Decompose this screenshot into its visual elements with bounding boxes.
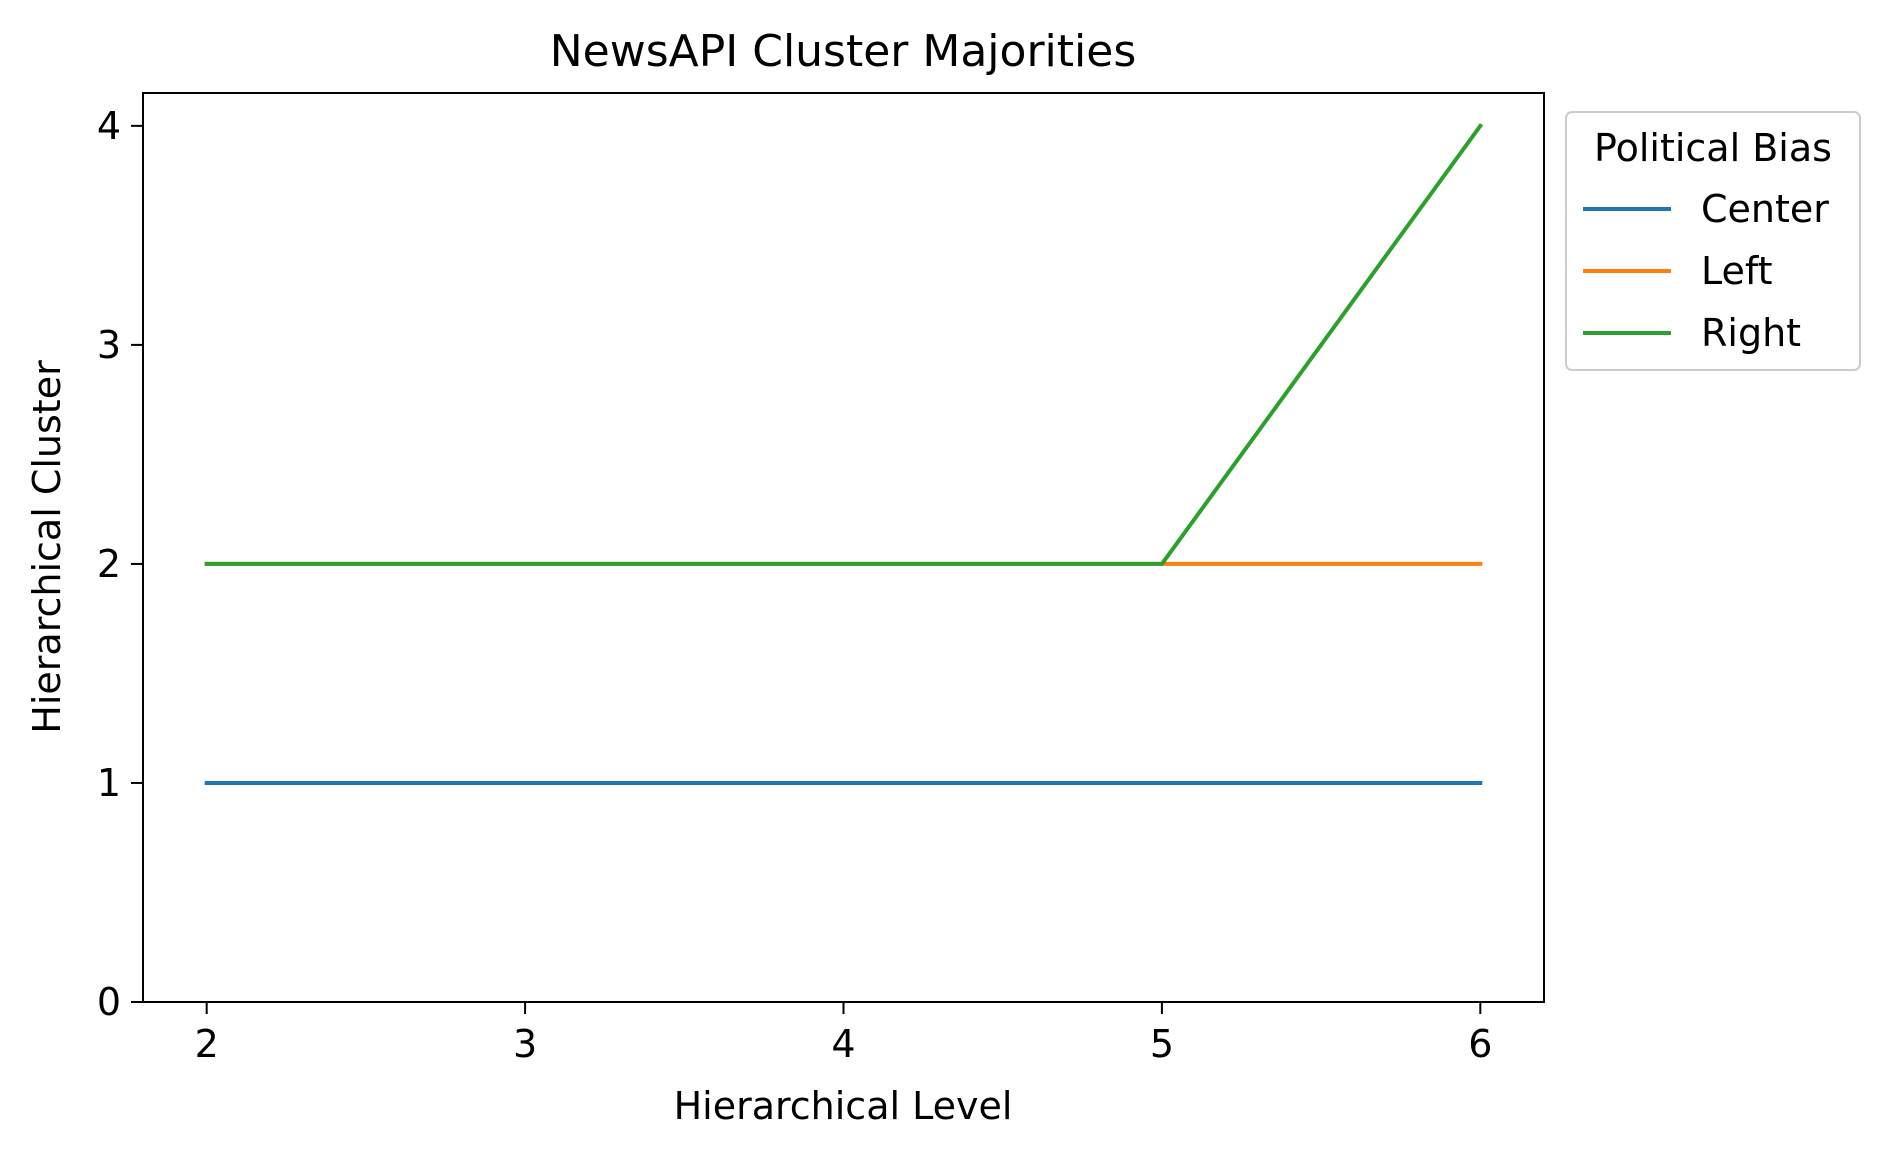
y-tick-label: 4 — [97, 104, 121, 148]
y-tick-label: 1 — [97, 761, 121, 805]
x-tick-label: 2 — [195, 1022, 219, 1066]
x-axis-ticks: 2 3 4 5 6 — [195, 1002, 1492, 1066]
plot-area: 2 3 4 5 6 0 1 2 3 4 — [97, 92, 1545, 1066]
y-axis-label: Hierarchical Cluster — [25, 360, 69, 734]
legend-label-left: Left — [1701, 249, 1773, 293]
series-layer — [204, 123, 1484, 785]
legend-label-right: Right — [1701, 311, 1801, 355]
legend-entries: Center Left Right — [1583, 187, 1829, 355]
legend-box — [1565, 111, 1861, 371]
y-tick-label: 0 — [97, 980, 121, 1024]
legend-title: Political Bias — [1594, 126, 1832, 170]
y-tick-label: 3 — [97, 323, 121, 367]
x-tick-label: 6 — [1468, 1022, 1492, 1066]
x-tick-label: 4 — [831, 1022, 855, 1066]
chart-title: NewsAPI Cluster Majorities — [550, 26, 1137, 77]
x-axis-label: Hierarchical Level — [674, 1084, 1013, 1128]
y-axis-ticks: 0 1 2 3 4 — [97, 104, 143, 1024]
x-tick-label: 5 — [1150, 1022, 1174, 1066]
series-line-right — [204, 123, 1484, 566]
legend: Political Bias Center Left Right — [1565, 111, 1861, 371]
y-tick-label: 2 — [97, 542, 121, 586]
x-tick-label: 3 — [513, 1022, 537, 1066]
legend-label-center: Center — [1701, 187, 1829, 231]
